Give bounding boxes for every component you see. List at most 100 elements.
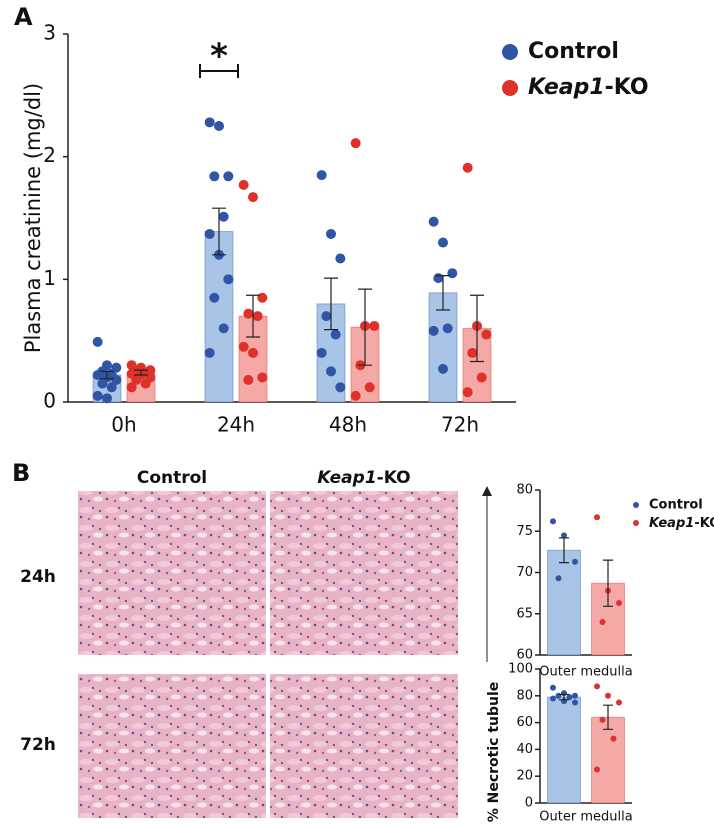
data-point (335, 382, 346, 393)
data-point (572, 692, 578, 699)
data-point (223, 274, 234, 285)
data-point (330, 329, 341, 340)
error-bar (470, 294, 484, 363)
legend-label: Keap1-KO (528, 75, 649, 100)
y-axis-label: Plasma creatinine (mg/dl) (21, 83, 45, 353)
y-tick-label: 1 (43, 266, 56, 290)
y-tick-label: 60 (516, 648, 533, 663)
bar (547, 549, 581, 656)
data-point (467, 347, 478, 358)
data-point (462, 387, 473, 398)
data-point (92, 390, 103, 401)
data-point (550, 518, 556, 525)
data-point (428, 216, 439, 227)
y-tick-label: 75 (516, 524, 533, 539)
legend-label: Control (528, 39, 619, 64)
data-point (243, 308, 254, 319)
data-point (92, 336, 103, 347)
data-point (248, 192, 258, 203)
data-point (209, 292, 220, 303)
error-bar (603, 704, 613, 730)
data-point (252, 311, 263, 322)
data-point (238, 341, 249, 352)
legend-marker (502, 80, 518, 96)
data-point (257, 372, 268, 383)
error-bar (246, 294, 260, 338)
data-point (131, 374, 142, 385)
data-point (566, 694, 573, 701)
y-tick-label: 20 (516, 769, 533, 784)
data-point (594, 683, 600, 690)
column-header: Keap1-KO (317, 468, 410, 488)
data-point (616, 699, 622, 706)
x-tick-label: 72h (441, 413, 479, 437)
bar (547, 696, 581, 804)
annotation: * (210, 37, 228, 77)
data-point (321, 311, 332, 322)
data-point (350, 138, 361, 149)
data-point (257, 292, 268, 303)
y-tick-label: 0 (525, 796, 533, 811)
y-tick-label: 0 (43, 389, 56, 413)
y-tick-label: 80 (516, 483, 533, 498)
legend-marker (633, 520, 639, 526)
data-point (97, 378, 108, 389)
histology-image (78, 491, 266, 655)
y-tick-label: 65 (516, 606, 533, 621)
data-point (599, 619, 606, 625)
legend-label: Keap1-KO (649, 516, 714, 531)
data-point (447, 268, 458, 279)
error-bar (559, 693, 569, 701)
legend-marker (633, 502, 639, 508)
data-point (204, 228, 215, 239)
x-tick-label: Outer medulla (539, 665, 632, 680)
data-point (204, 347, 215, 358)
y-tick-label: 40 (516, 742, 533, 757)
data-point (438, 237, 448, 248)
data-point (594, 514, 600, 521)
data-point (555, 575, 562, 582)
significance-bracket (199, 64, 239, 78)
data-point (248, 347, 258, 358)
histology-image (270, 491, 458, 655)
data-point (481, 329, 492, 340)
error-bar (559, 537, 569, 564)
data-point (326, 366, 336, 377)
x-tick-label: Outer medulla (539, 810, 632, 825)
data-point (572, 699, 578, 706)
data-point (223, 171, 234, 182)
data-point (599, 716, 606, 723)
data-point (616, 600, 622, 607)
data-point (594, 766, 600, 773)
error-bar (100, 370, 114, 380)
data-point (550, 684, 556, 691)
data-point (561, 532, 567, 539)
bar (591, 716, 625, 804)
data-point (369, 320, 380, 331)
data-point (555, 692, 562, 699)
row-label: 24h (20, 567, 56, 587)
data-point (126, 382, 137, 393)
data-point (462, 162, 473, 173)
x-tick-label: 0h (111, 413, 136, 437)
y-tick-label: 100 (508, 662, 533, 677)
data-point (476, 372, 487, 383)
error-bar (212, 207, 226, 256)
data-point (140, 378, 151, 389)
data-point (350, 390, 361, 401)
data-point (572, 558, 578, 565)
y-tick-label: 70 (516, 565, 533, 580)
error-bar (603, 559, 613, 607)
y-tick-label: 60 (516, 715, 533, 730)
data-point (605, 692, 611, 699)
data-point (218, 323, 229, 334)
data-point (218, 211, 229, 222)
data-point (433, 273, 444, 284)
data-point (92, 370, 103, 381)
data-point (316, 347, 327, 358)
data-point (316, 170, 327, 181)
data-point (550, 695, 556, 702)
arrow-head (482, 486, 492, 496)
x-tick-label: 48h (329, 413, 367, 437)
legend-label: Control (649, 498, 703, 513)
